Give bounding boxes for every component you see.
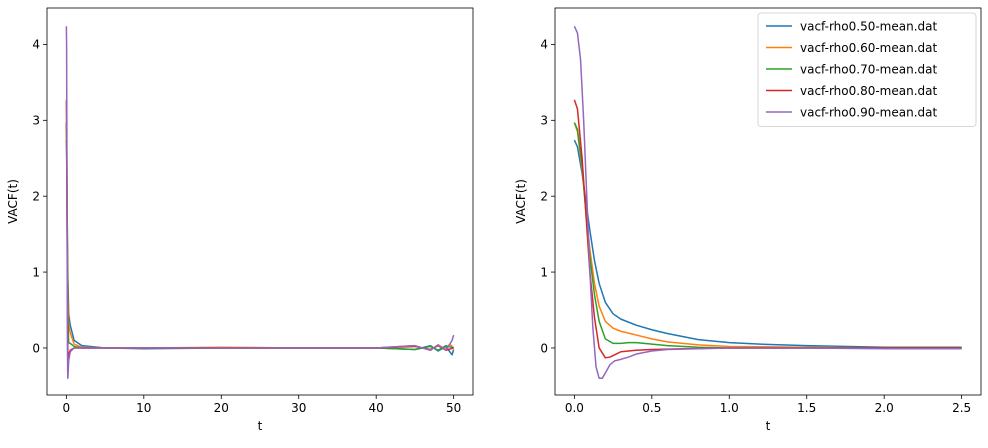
x-tick-label: 0.5 xyxy=(642,401,661,415)
y-tick-label: 4 xyxy=(540,38,548,52)
x-tick-label: 50 xyxy=(446,401,461,415)
chart-panel-2: 0.0 0.5 1.0 1.5 2.0 2.5 0 1 2 3 4 t VACF(t) vacf-rho0… xyxy=(514,7,982,433)
x-axis-label: t xyxy=(258,419,263,433)
series-line-1 xyxy=(573,139,962,348)
series-line-4 xyxy=(65,99,454,361)
x-tick-label: 20 xyxy=(214,401,229,415)
y-tick-label: 0 xyxy=(540,341,548,355)
legend-entry: vacf-rho0.60-mean.dat xyxy=(800,41,937,55)
legend-entry: vacf-rho0.70-mean.dat xyxy=(800,62,937,76)
y-tick-label: 1 xyxy=(540,265,548,279)
x-axis-label: t xyxy=(766,419,771,433)
y-tick-label: 3 xyxy=(540,114,548,128)
x-tick-label: 1.0 xyxy=(720,401,739,415)
series-line-3 xyxy=(65,122,454,351)
y-tick-label: 3 xyxy=(32,114,40,128)
plot-frame xyxy=(554,7,982,396)
x-tick-label: 40 xyxy=(369,401,384,415)
series-line-4 xyxy=(573,99,962,359)
y-axis-label: VACF(t) xyxy=(6,179,20,224)
legend: vacf-rho0.50-mean.dat vacf-rho0.60-mean.d… xyxy=(757,12,977,127)
series-line-3 xyxy=(573,122,962,349)
series-line-1 xyxy=(65,140,455,356)
y-tick-label: 4 xyxy=(32,38,40,52)
legend-entry: vacf-rho0.80-mean.dat xyxy=(800,84,937,98)
series-line-2 xyxy=(573,122,962,349)
y-tick-label: 0 xyxy=(32,341,40,355)
x-tick-label: 0 xyxy=(63,401,71,415)
y-tick-label: 1 xyxy=(32,265,40,279)
y-tick-label: 2 xyxy=(32,189,40,203)
series-line-2 xyxy=(65,122,455,351)
x-tick-label: 10 xyxy=(136,401,151,415)
x-tick-label: 1.5 xyxy=(797,401,816,415)
x-tick-label: 0.0 xyxy=(565,401,584,415)
plot-frame xyxy=(46,7,474,396)
series-lines xyxy=(65,26,455,380)
series-lines xyxy=(573,25,962,380)
series-line-5 xyxy=(65,26,455,380)
chart-panel-1: 0 10 20 30 40 50 0 1 2 3 4 t VACF(t) xyxy=(6,7,474,433)
legend-box xyxy=(757,12,977,127)
x-tick-label: 2.5 xyxy=(952,401,971,415)
legend-entry: vacf-rho0.50-mean.dat xyxy=(800,19,937,33)
y-tick-label: 2 xyxy=(540,189,548,203)
y-axis-label: VACF(t) xyxy=(514,179,528,224)
series-line-5 xyxy=(573,25,962,380)
legend-entry: vacf-rho0.90-mean.dat xyxy=(800,105,937,119)
x-tick-label: 30 xyxy=(291,401,306,415)
x-tick-label: 2.0 xyxy=(875,401,894,415)
